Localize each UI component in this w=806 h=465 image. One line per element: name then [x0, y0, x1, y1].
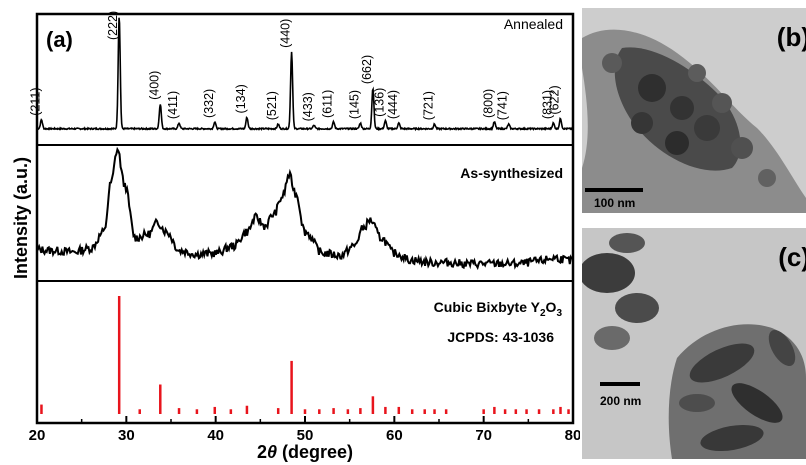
xrd-chart: 20 30 40 50 60 70 80 (211) (222) (400) (411) (332)… — [11, 11, 580, 462]
as-synthesized-label: As-synthesized — [460, 165, 563, 181]
hkl-label: (721) — [422, 91, 436, 120]
hkl-label: (411) — [166, 91, 180, 119]
panel-a-label: (a) — [46, 27, 73, 52]
hkl-label: (662) — [360, 55, 374, 84]
hkl-label: (134) — [234, 84, 248, 113]
x-tick-label: 30 — [118, 427, 135, 444]
hkl-labels: (211) (222) (400) (411) (332) (134) (521) (440)… — [28, 11, 561, 122]
x-tick-label: 80 — [565, 427, 580, 444]
annealed-line — [36, 17, 574, 132]
x-tick-label: 60 — [386, 427, 403, 444]
hkl-label: (433) — [301, 92, 315, 121]
hkl-label: (622) — [547, 85, 561, 114]
scale-text-c: 200 nm — [600, 394, 642, 408]
jcpds-label: JCPDS: 43-1036 — [447, 329, 554, 345]
hkl-label: (332) — [202, 89, 216, 118]
x-tick-label: 70 — [475, 427, 492, 444]
panel-b-label: (b) — [776, 22, 806, 52]
x-tick-label: 40 — [207, 427, 224, 444]
hkl-label: (211) — [28, 87, 42, 115]
hkl-label: (521) — [265, 91, 279, 120]
reference-label: Cubic Bixbyte Y2O3 — [434, 299, 563, 319]
hkl-label: (444) — [386, 90, 400, 119]
hkl-label: (800) — [481, 89, 495, 118]
x-axis-label: 2θ (degree) — [257, 442, 353, 462]
as-synthesized-line — [36, 146, 573, 271]
hkl-label: (400) — [147, 71, 161, 100]
hkl-label: (222) — [106, 11, 120, 40]
tem-image-b: (b) 100 nm — [582, 8, 806, 213]
y-axis-label: Intensity (a.u.) — [11, 157, 31, 279]
hkl-label: (741) — [496, 91, 510, 120]
scale-text-b: 100 nm — [594, 196, 636, 210]
nanoparticle-cluster-b — [582, 29, 806, 213]
x-tick-label: 50 — [297, 427, 314, 444]
hkl-label: (440) — [279, 19, 293, 48]
hkl-label: (831) — [540, 90, 554, 119]
hkl-label: (136) — [372, 88, 386, 117]
hkl-label: (611) — [321, 90, 335, 118]
tem-image-c: (c) 200 nm — [582, 228, 806, 459]
scale-bar-c — [600, 382, 640, 386]
x-tick-label: 20 — [29, 427, 46, 444]
scale-bar-b — [585, 188, 643, 192]
x-axis-ticks: 20 30 40 50 60 70 80 — [29, 416, 580, 444]
annealed-series — [36, 17, 574, 132]
panel-c-label: (c) — [778, 242, 806, 272]
hkl-label: (145) — [347, 90, 361, 119]
reference-sticks — [40, 296, 570, 414]
annealed-label: Annealed — [504, 16, 563, 32]
nanorod-cluster-c — [582, 233, 806, 459]
